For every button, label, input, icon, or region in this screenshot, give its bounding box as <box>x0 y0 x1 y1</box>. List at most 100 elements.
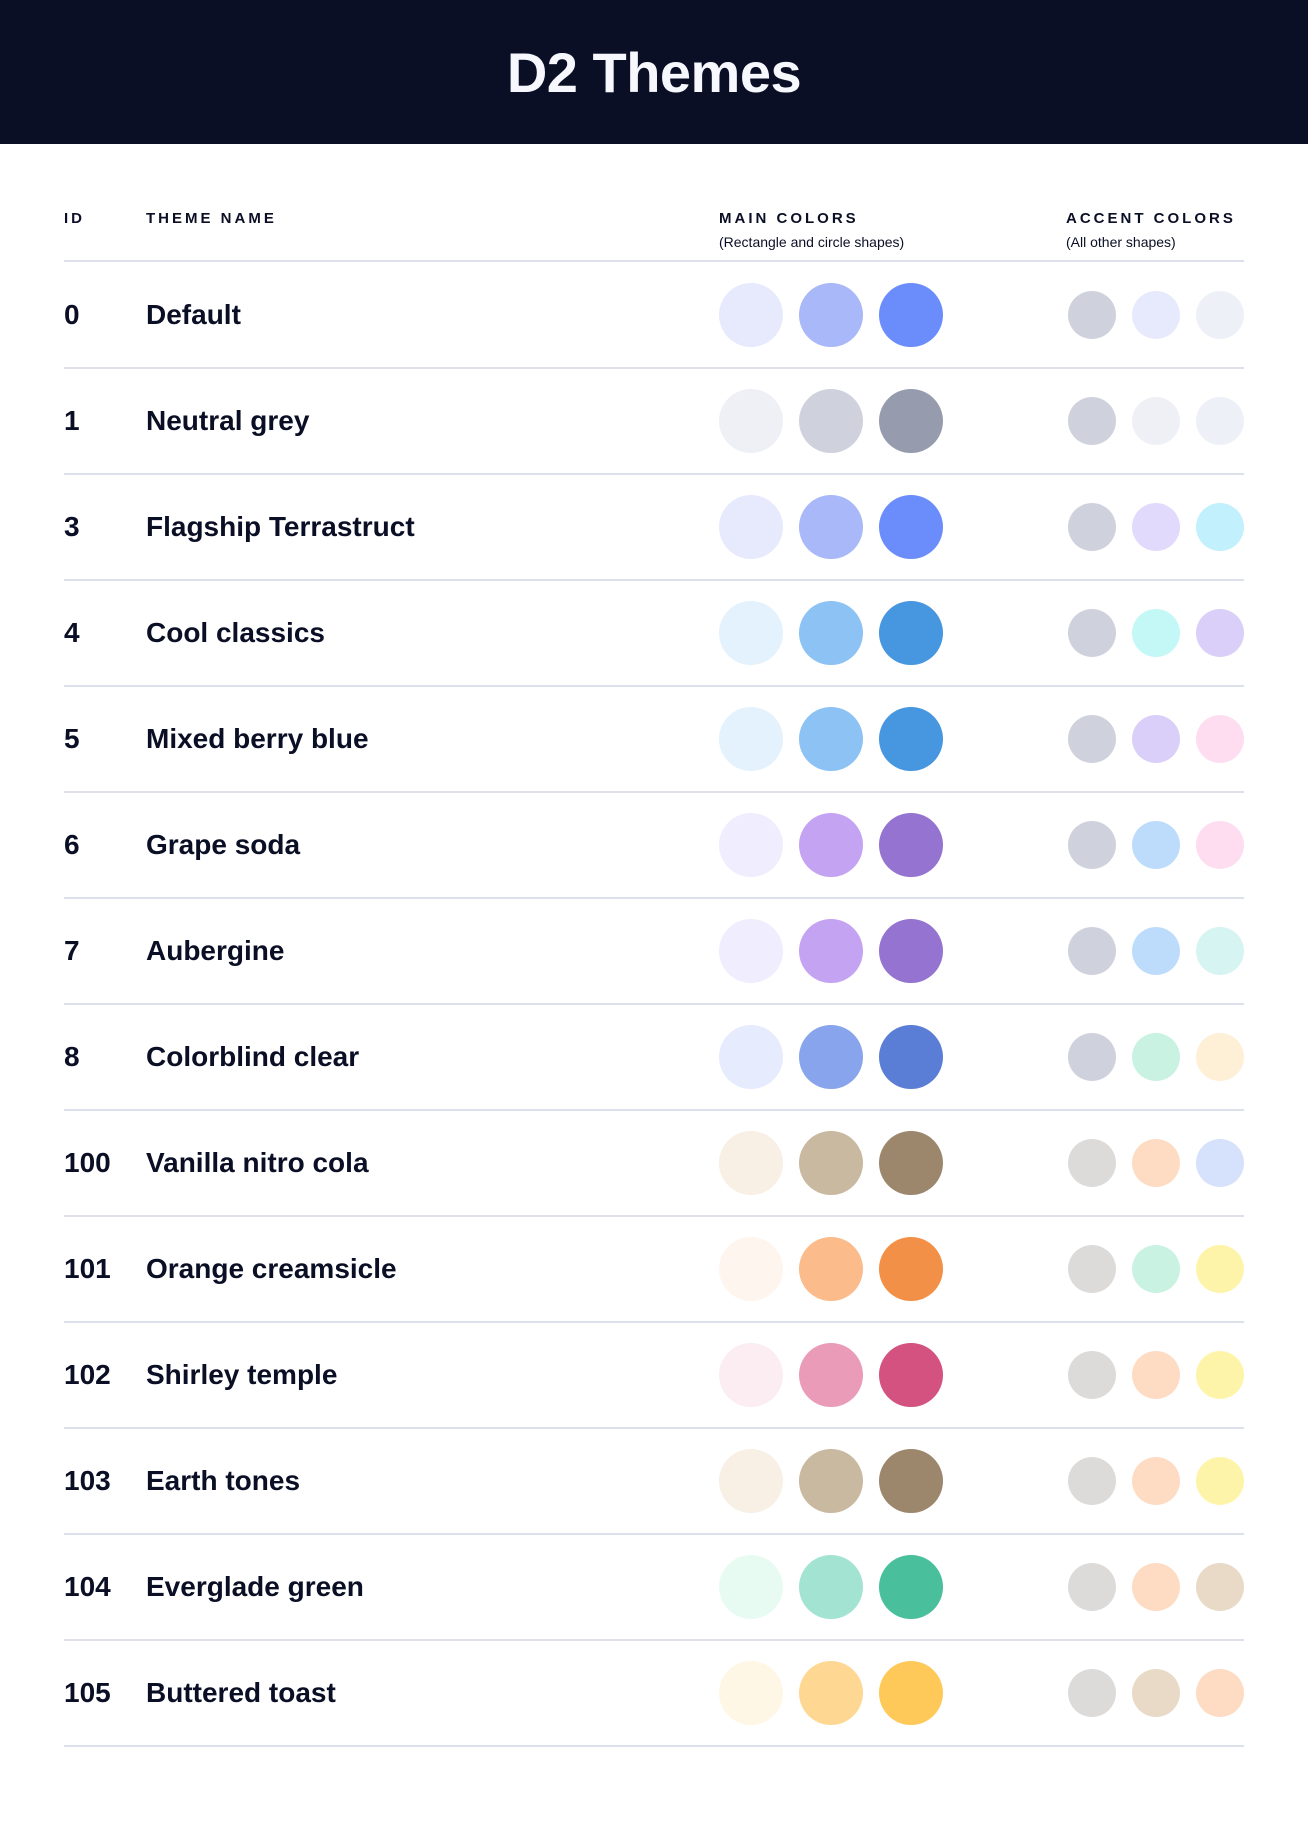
accent-color-swatch <box>1068 1033 1116 1081</box>
theme-id: 1 <box>64 405 80 436</box>
main-color-swatch <box>879 1449 943 1513</box>
main-color-swatch <box>799 283 863 347</box>
main-color-swatch <box>799 1449 863 1513</box>
main-color-swatch <box>799 813 863 877</box>
theme-name: Flagship Terrastruct <box>146 511 415 542</box>
column-header-main-colors: MAIN COLORS <box>719 210 859 227</box>
row-divider <box>64 473 1244 475</box>
theme-id: 3 <box>64 511 80 542</box>
theme-name: Grape soda <box>146 829 301 860</box>
column-header-accent-colors: ACCENT COLORS <box>1066 210 1236 227</box>
theme-row: 102 Shirley temple <box>64 1322 1244 1429</box>
main-color-swatch <box>799 1555 863 1619</box>
main-color-swatch <box>719 1131 783 1195</box>
main-color-swatch <box>719 813 783 877</box>
theme-name: Mixed berry blue <box>146 723 369 754</box>
accent-color-swatch <box>1068 927 1116 975</box>
theme-id: 104 <box>64 1571 111 1602</box>
accent-color-swatch <box>1068 1245 1116 1293</box>
theme-row: 1 Neutral grey <box>64 368 1244 475</box>
row-divider <box>64 685 1244 687</box>
accent-color-swatch <box>1068 1457 1116 1505</box>
main-color-swatch <box>719 389 783 453</box>
theme-name: Vanilla nitro cola <box>146 1147 369 1178</box>
theme-name: Orange creamsicle <box>146 1253 397 1284</box>
theme-id: 102 <box>64 1359 111 1390</box>
theme-id: 105 <box>64 1677 111 1708</box>
main-color-swatch <box>799 495 863 559</box>
accent-color-swatch <box>1196 1669 1244 1717</box>
main-color-swatch <box>879 919 943 983</box>
accent-color-swatch <box>1132 609 1180 657</box>
theme-name: Everglade green <box>146 1571 364 1602</box>
accent-color-swatch <box>1196 503 1244 551</box>
main-color-swatch <box>719 1237 783 1301</box>
main-color-swatch <box>799 1131 863 1195</box>
main-color-swatch <box>799 707 863 771</box>
theme-row: 4 Cool classics <box>64 580 1244 687</box>
accent-color-swatch <box>1132 1563 1180 1611</box>
page-title: D2 Themes <box>506 40 802 104</box>
accent-color-swatch <box>1196 609 1244 657</box>
row-divider <box>64 367 1244 369</box>
main-color-swatch <box>799 389 863 453</box>
accent-color-swatch <box>1132 1139 1180 1187</box>
column-header-id: ID <box>64 210 85 227</box>
accent-color-swatch <box>1196 291 1244 339</box>
main-color-swatch <box>879 1555 943 1619</box>
accent-color-swatch <box>1068 291 1116 339</box>
theme-id: 5 <box>64 723 80 754</box>
accent-color-swatch <box>1132 1457 1180 1505</box>
accent-color-swatch <box>1068 1351 1116 1399</box>
main-color-swatch <box>719 1343 783 1407</box>
theme-id: 6 <box>64 829 80 860</box>
accent-color-swatch <box>1196 821 1244 869</box>
accent-color-swatch <box>1068 1563 1116 1611</box>
row-divider <box>64 1109 1244 1111</box>
main-color-swatch <box>879 389 943 453</box>
main-color-swatch <box>719 495 783 559</box>
theme-row: 7 Aubergine <box>64 898 1244 1005</box>
accent-colors-subtitle: (All other shapes) <box>1066 234 1176 250</box>
theme-name: Colorblind clear <box>146 1041 360 1072</box>
accent-color-swatch <box>1196 397 1244 445</box>
accent-color-swatch <box>1132 715 1180 763</box>
main-color-swatch <box>799 1237 863 1301</box>
row-divider <box>64 897 1244 899</box>
theme-row: 100 Vanilla nitro cola <box>64 1110 1244 1217</box>
accent-color-swatch <box>1132 503 1180 551</box>
header-divider <box>64 260 1244 262</box>
accent-color-swatch <box>1068 715 1116 763</box>
theme-id: 0 <box>64 299 80 330</box>
accent-color-swatch <box>1068 397 1116 445</box>
accent-color-swatch <box>1196 1139 1244 1187</box>
accent-color-swatch <box>1196 1563 1244 1611</box>
main-color-swatch <box>799 1343 863 1407</box>
theme-row: 101 Orange creamsicle <box>64 1216 1244 1323</box>
page-header: D2 Themes <box>0 0 1308 144</box>
main-color-swatch <box>879 1237 943 1301</box>
main-color-swatch <box>719 283 783 347</box>
theme-row: 3 Flagship Terrastruct <box>64 474 1244 581</box>
row-divider <box>64 1215 1244 1217</box>
theme-row: 5 Mixed berry blue <box>64 686 1244 793</box>
accent-color-swatch <box>1196 1457 1244 1505</box>
accent-color-swatch <box>1132 397 1180 445</box>
accent-color-swatch <box>1132 291 1180 339</box>
accent-color-swatch <box>1068 1669 1116 1717</box>
main-color-swatch <box>799 919 863 983</box>
theme-name: Aubergine <box>146 935 285 966</box>
theme-row: 104 Everglade green <box>64 1534 1244 1641</box>
accent-color-swatch <box>1132 1669 1180 1717</box>
accent-color-swatch <box>1068 609 1116 657</box>
theme-name: Earth tones <box>146 1465 301 1496</box>
main-color-swatch <box>719 1555 783 1619</box>
accent-color-swatch <box>1132 1351 1180 1399</box>
main-color-swatch <box>879 1025 943 1089</box>
row-divider <box>64 791 1244 793</box>
main-color-swatch <box>719 1661 783 1725</box>
row-divider <box>64 1533 1244 1535</box>
theme-id: 7 <box>64 935 80 966</box>
row-divider <box>64 1745 1244 1747</box>
main-color-swatch <box>719 1025 783 1089</box>
